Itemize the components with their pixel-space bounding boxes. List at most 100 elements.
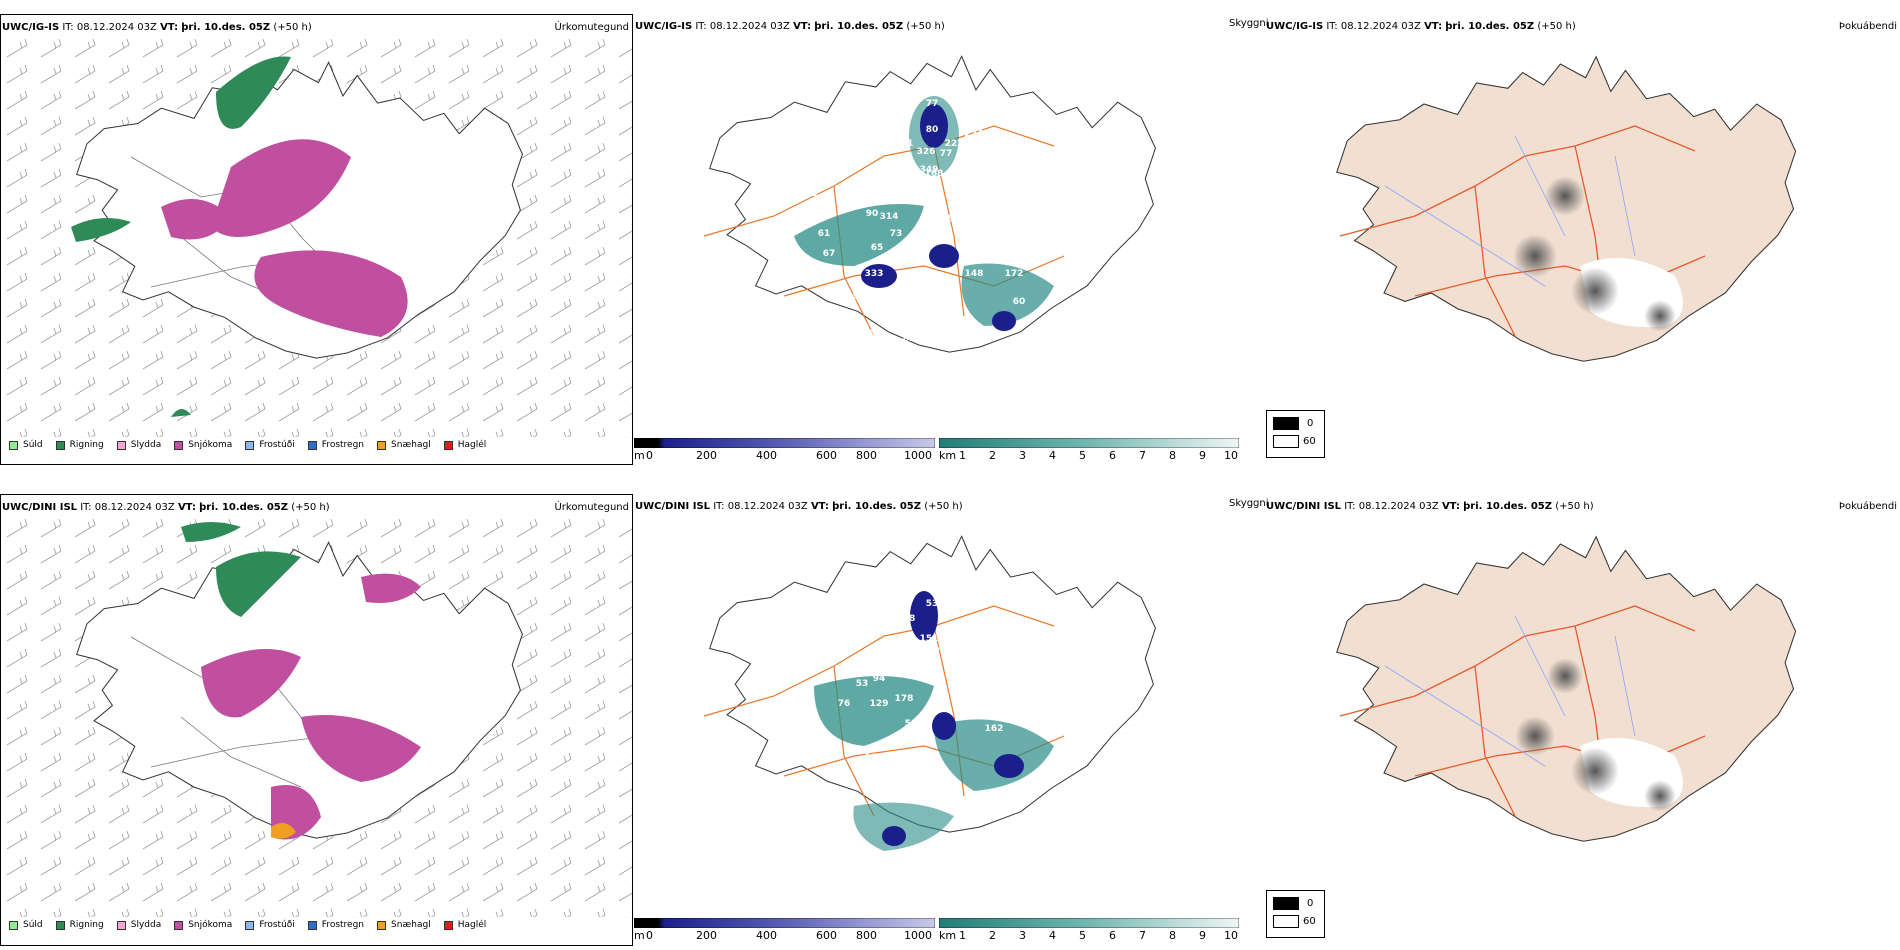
legend-swatch (9, 441, 18, 450)
legend-swatch (245, 921, 255, 930)
cloud-base-label: 104 (885, 759, 904, 769)
cloud-base-label: 162 (985, 724, 1004, 734)
legend-swatch (174, 921, 184, 930)
legend-item: Slydda (116, 440, 161, 451)
cloud-base-label: 78 (863, 329, 876, 339)
rain-area (71, 218, 131, 242)
cloud-base-label: 779 (810, 207, 829, 217)
cloud-base-label: 151 (920, 634, 939, 644)
cloud-panel-row2: UWC/DINI ISL IT: 08.12.2024 03Z VT: þri.… (634, 494, 1325, 946)
legend-item: Súld (9, 920, 43, 931)
legend-swatch (377, 921, 387, 930)
cloud-base-colorbar: m 0 200 400 600 800 1000 (634, 918, 935, 942)
cloud-base-label: 129 (870, 699, 889, 709)
fog-map (1336, 536, 1797, 842)
fog-scale-box: 0 60 (1266, 410, 1325, 458)
cloud-base-colorbar: m 0 200 400 600 800 1000 (634, 438, 935, 462)
snow-area (254, 250, 408, 337)
cloud-base-label: 100 (1015, 99, 1034, 109)
cloud-base-label: 172 (1005, 269, 1024, 279)
cloud-base-label: 333 (865, 269, 884, 279)
legend-item: Snjókoma (174, 920, 232, 931)
cloud-base-label: 224 (965, 129, 984, 139)
parameter-name: Þokuábendi (1838, 501, 1897, 512)
cloud-panel-row1: UWC/IG-IS IT: 08.12.2024 03Z VT: þri. 10… (634, 14, 1325, 465)
cloud-base-label: 80 (926, 125, 939, 135)
cloud-base-label: 85 (788, 139, 801, 149)
rain-area (171, 408, 191, 417)
fog-scale-box: 0 60 (1266, 890, 1325, 938)
parameter-name: Skyggni (1229, 498, 1269, 509)
parameter-name: Úrkomutegund (554, 502, 629, 513)
legend-swatch (443, 441, 453, 450)
cloud-base-label: 214 (963, 599, 982, 609)
cloud-base-label: 168 (925, 169, 944, 179)
legend-swatch (307, 441, 317, 450)
cloud-base-label: 60 (1013, 297, 1026, 307)
legend-swatch (443, 921, 453, 930)
cloud-base-label: 67 (823, 249, 836, 259)
cloud-base-label: 148 (965, 269, 984, 279)
legend-swatch (9, 921, 18, 930)
cloud-base-label: 53 (926, 599, 939, 609)
cloud-base-label: 23 (828, 614, 841, 624)
legend-swatch (307, 921, 317, 930)
cloud-base-label: 76 (838, 699, 851, 709)
legend-item: Frostregn (307, 440, 364, 451)
legend-item: Súld (9, 440, 43, 451)
legend-swatch (55, 441, 65, 450)
panel-title: UWC/DINI ISL IT: 08.12.2024 03Z VT: þri.… (635, 501, 963, 512)
legend-item: Snjókoma (174, 440, 232, 451)
cloud-base-label: 107 (865, 569, 884, 579)
cloud-base-label: 48 (926, 209, 939, 219)
cloud-base-label: 84 (928, 561, 941, 571)
snow-area (361, 573, 421, 603)
legend-swatch (116, 441, 126, 450)
precip-panel-row1: UWC/IG-IS IT: 08.12.2024 03Z VT: þri. 10… (0, 14, 633, 465)
cloud-base-label: 105 (865, 753, 884, 763)
cloud-base-label: 94 (873, 674, 886, 684)
rain-area (216, 551, 301, 617)
cloud-base-label: 154 (960, 244, 979, 254)
colorbar-ticks: m 0 200 400 600 800 1000 (634, 929, 932, 942)
parameter-name: Úrkomutegund (554, 22, 629, 33)
cloud-base-label: 82 (873, 784, 886, 794)
panel-title: UWC/IG-IS IT: 08.12.2024 03Z VT: þri. 10… (635, 21, 945, 32)
precip-type-map (1, 37, 632, 437)
snow-area (211, 139, 351, 237)
cloud-base-label: 178 (895, 694, 914, 704)
cloud-base-label: 55 (850, 294, 863, 304)
cloud-base-label: 122 (970, 229, 989, 239)
panel-title: UWC/IG-IS IT: 08.12.2024 03Z VT: þri. 10… (2, 22, 312, 33)
fog-map (1336, 56, 1797, 362)
cloud-base-label: 65 (871, 243, 884, 253)
legend-item: Haglél (443, 920, 486, 931)
cloud-base-label: 27 (866, 649, 879, 659)
cloud-base-label: 114 (980, 687, 999, 697)
legend-item: Snæhagl (377, 920, 431, 931)
cloud-base-label: 96 (968, 679, 981, 689)
cloud-base-label: 326 (917, 147, 936, 157)
cloud-base-label: 101 (889, 787, 908, 797)
cloud-base-label: 55 (928, 674, 941, 684)
cloud-base-label: 77 (940, 149, 953, 159)
cloud-base-label: 222 (945, 139, 964, 149)
cloud-base-label: 61 (818, 229, 831, 239)
fog-panel-row2: UWC/DINI ISL IT: 08.12.2024 03Z VT: þri.… (1265, 494, 1900, 946)
precip-legend: Súld Rigning Slydda Snjókoma Frostúði Fr… (9, 920, 499, 931)
fog-panel-row1: UWC/IG-IS IT: 08.12.2024 03Z VT: þri. 10… (1265, 14, 1900, 465)
hail-area (271, 823, 296, 839)
cloud-base-label: 208 (870, 767, 889, 777)
cloud-base-label: 385 (895, 194, 914, 204)
legend-item: Frostúði (245, 920, 295, 931)
cloud-base-label: 37 (908, 574, 921, 584)
cloud-base-label: 362 (800, 189, 819, 199)
legend-item: Frostregn (307, 920, 364, 931)
snow-area (301, 715, 421, 782)
cloud-base-label: 77 (926, 99, 939, 109)
parameter-name: Skyggni (1229, 18, 1269, 29)
cloud-base-label: 510 (905, 719, 924, 729)
cloud-base-label: 69 (946, 579, 959, 589)
